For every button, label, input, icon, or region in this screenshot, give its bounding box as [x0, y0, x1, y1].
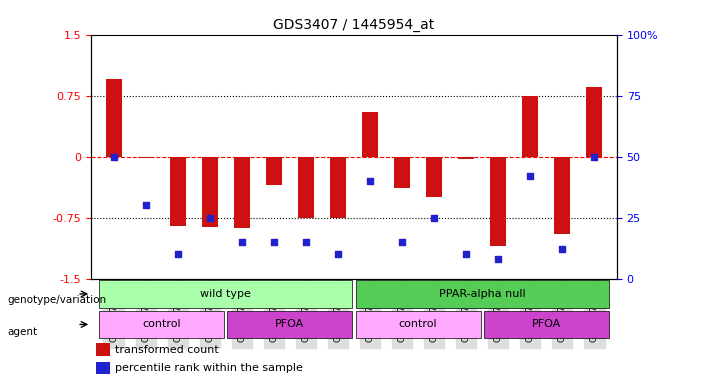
- Point: [108, 154, 119, 160]
- Point: [428, 215, 440, 221]
- Point: [172, 251, 183, 257]
- FancyBboxPatch shape: [99, 311, 224, 338]
- FancyBboxPatch shape: [99, 280, 353, 308]
- Bar: [554, 157, 571, 234]
- Text: PFOA: PFOA: [532, 319, 561, 329]
- FancyBboxPatch shape: [484, 311, 609, 338]
- Bar: [587, 88, 602, 157]
- Bar: [97, 362, 109, 374]
- Bar: [458, 157, 474, 159]
- Bar: [97, 343, 109, 356]
- Point: [332, 251, 343, 257]
- Bar: [106, 79, 121, 157]
- Point: [397, 239, 408, 245]
- Point: [525, 173, 536, 179]
- Bar: [234, 157, 250, 228]
- Bar: [266, 157, 282, 185]
- FancyBboxPatch shape: [355, 311, 481, 338]
- Point: [204, 215, 215, 221]
- Bar: [362, 112, 378, 157]
- Text: agent: agent: [7, 327, 37, 337]
- Bar: [394, 157, 410, 187]
- Point: [589, 154, 600, 160]
- Point: [493, 256, 504, 262]
- Bar: [490, 157, 506, 246]
- Text: PFOA: PFOA: [275, 319, 304, 329]
- Text: wild type: wild type: [200, 289, 251, 299]
- Bar: [137, 157, 154, 158]
- Bar: [298, 157, 314, 218]
- FancyBboxPatch shape: [227, 311, 353, 338]
- Point: [557, 246, 568, 252]
- Point: [365, 178, 376, 184]
- Text: percentile rank within the sample: percentile rank within the sample: [115, 363, 303, 373]
- Point: [140, 202, 151, 209]
- Bar: [202, 157, 218, 227]
- FancyBboxPatch shape: [355, 280, 609, 308]
- Text: PPAR-alpha null: PPAR-alpha null: [439, 289, 526, 299]
- Point: [236, 239, 247, 245]
- Text: transformed count: transformed count: [115, 344, 219, 354]
- Bar: [330, 157, 346, 218]
- Text: genotype/variation: genotype/variation: [7, 295, 106, 305]
- Point: [461, 251, 472, 257]
- Bar: [426, 157, 442, 197]
- Bar: [522, 96, 538, 157]
- Bar: [170, 157, 186, 226]
- Point: [268, 239, 280, 245]
- Title: GDS3407 / 1445954_at: GDS3407 / 1445954_at: [273, 18, 435, 32]
- Point: [300, 239, 311, 245]
- Text: control: control: [399, 319, 437, 329]
- Text: control: control: [142, 319, 181, 329]
